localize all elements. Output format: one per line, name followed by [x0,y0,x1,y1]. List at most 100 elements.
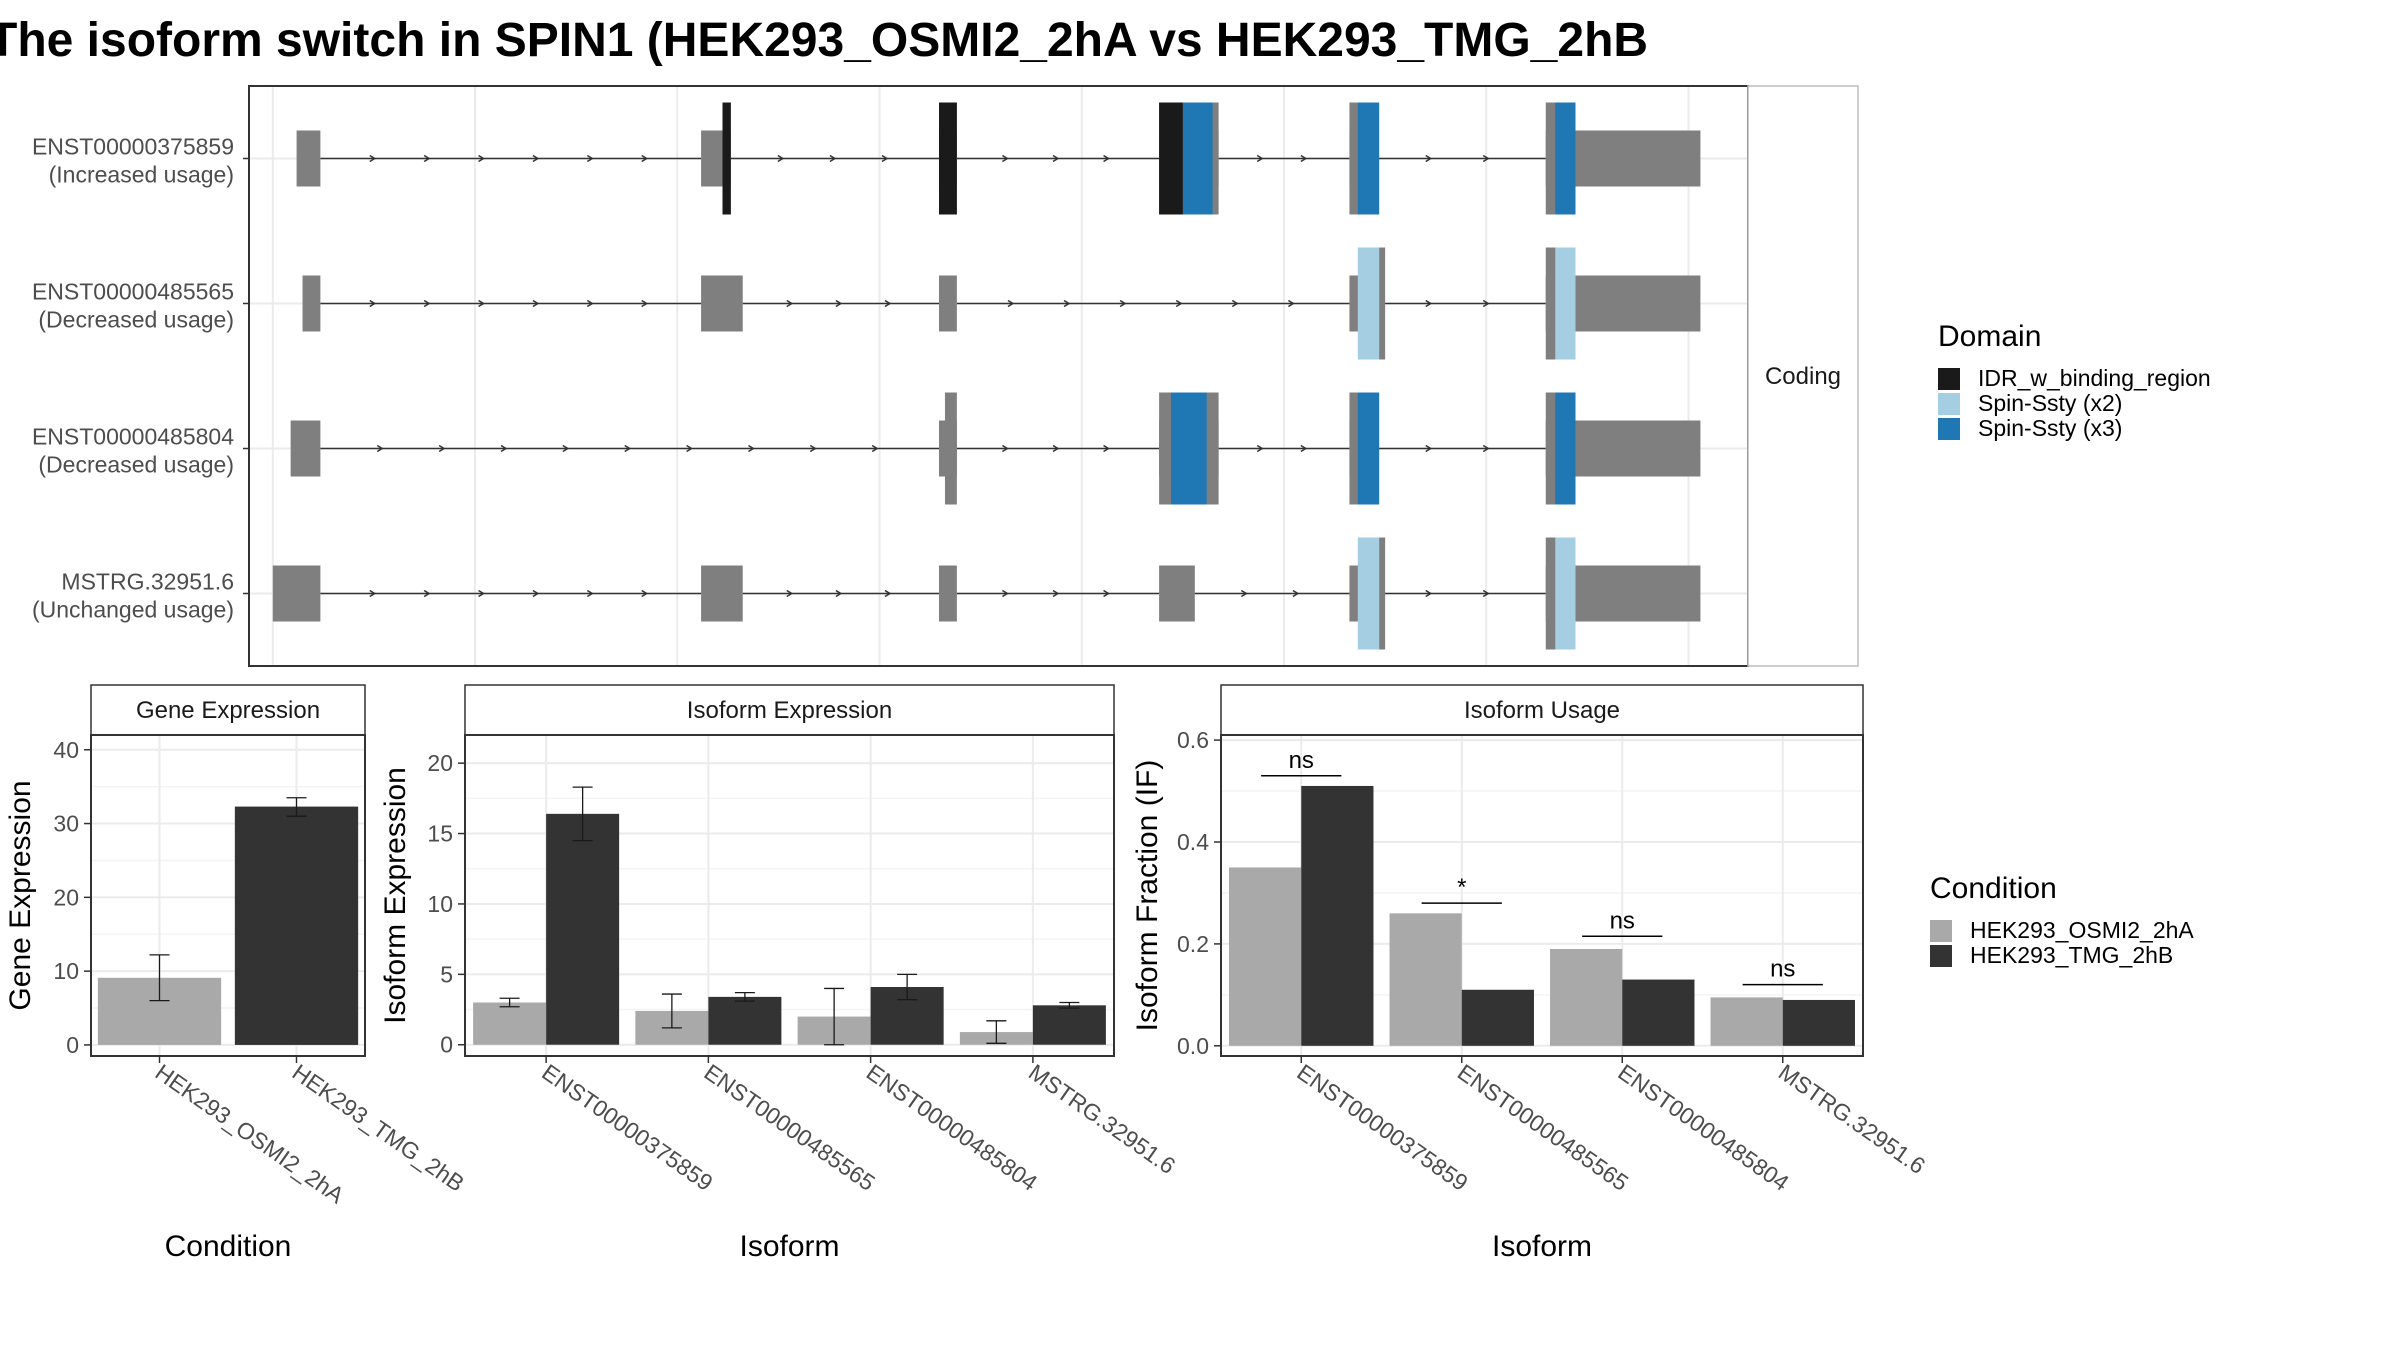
x-tick-label: ENST00000485565 [1453,1059,1633,1196]
panel-title: Isoform Expression [687,697,892,724]
intron-arrow [1063,299,1071,308]
y-axis-title: Isoform Fraction (IF) [1131,760,1164,1032]
intron-arrow [562,444,570,453]
legend-label: Spin-Ssty (x2) [1978,390,2122,416]
exon-block [302,275,321,332]
exon-block [939,275,957,332]
intron-arrow [1425,589,1433,598]
intron-arrow [1119,299,1127,308]
domain-block [1555,247,1576,360]
bar [1710,997,1783,1046]
domain-block [939,102,957,215]
x-axis-title: Isoform [1492,1230,1592,1263]
significance-label: ns [1289,747,1314,774]
exon-block [290,420,321,477]
intron-arrow [641,589,649,598]
domain-block [1159,102,1183,215]
isoform-id-label: ENST00000375859 [32,134,234,160]
panel-title: Isoform Usage [1464,697,1620,724]
intron-arrow [809,444,817,453]
intron-arrow [1482,154,1490,163]
bar [1550,949,1623,1046]
exon-block [1159,565,1195,622]
legend-swatch [1930,945,1952,967]
legend-swatch [1938,418,1960,440]
intron-arrow [369,154,377,163]
intron-arrow [641,154,649,163]
domain-block [1182,102,1213,215]
x-tick-label: ENST00000485804 [862,1059,1043,1196]
bar [1461,989,1534,1046]
y-tick-label: 20 [427,750,453,776]
y-tick-label: 0.2 [1177,931,1209,957]
intron-arrow [500,444,508,453]
panel-strip [90,684,366,736]
y-tick-label: 40 [53,737,79,763]
intron-arrow [1482,589,1490,598]
exon-block [701,565,743,622]
gene-expression-chart: Gene Expression010203040HEK293_OSMI2_2hA… [4,684,469,1263]
x-tick-label: ENST00000485804 [1613,1059,1794,1196]
bar [473,1002,547,1045]
y-tick-label: 0.0 [1177,1033,1209,1059]
intron-arrow [532,154,540,163]
intron-arrow [1002,589,1009,598]
legend-swatch [1938,368,1960,390]
isoform-usage-label: (Decreased usage) [38,452,234,478]
domain-block [1357,247,1380,360]
isoform-expression-chart: Isoform Expression 0 5 10 15 20 ENST0000037585… [379,684,1180,1263]
intron-arrow [1425,444,1433,453]
panel-border [1220,734,1864,1057]
intron-arrow [1007,299,1015,308]
x-axis-title: Condition [165,1230,292,1263]
bar [708,996,782,1045]
intron-arrow [1052,444,1060,453]
intron-arrow [777,154,785,163]
x-axis-title: Isoform [739,1230,839,1263]
significance-label: ns [1610,907,1635,934]
y-axis-title: Isoform Expression [379,767,412,1024]
y-tick-label: 10 [53,958,79,984]
bar [546,813,620,1045]
intron-arrow [586,154,594,163]
intron-arrow [1287,299,1295,308]
y-tick-label: 0.6 [1177,727,1209,753]
intron-arrow [1052,154,1060,163]
domain-block [1555,392,1576,505]
isoform-usage-label: (Increased usage) [49,162,234,188]
isoform-usage-chart: Isoform Usage 0.0 0.2 0.4 0.6 ns * ns ns ENST0000… [1131,684,1930,1263]
structure-plot-area [249,86,1748,666]
y-tick-label: 30 [53,811,79,837]
domain-block [722,102,731,215]
isoform-id-label: MSTRG.32951.6 [61,569,234,595]
intron-arrow [1002,154,1009,163]
bar [1229,867,1302,1046]
intron-arrow [835,589,843,598]
legend-swatch [1930,920,1952,942]
exon-block [272,565,321,622]
intron-arrow [1002,444,1009,453]
intron-arrow [1256,444,1264,453]
intron-arrow [1292,589,1300,598]
intron-arrow [1300,444,1308,453]
intron-arrow [748,444,755,453]
intron-arrow [376,444,384,453]
intron-arrow [1103,444,1111,453]
intron-arrow [1103,589,1111,598]
intron-arrow [624,444,632,453]
y-tick-label: 5 [440,961,453,987]
domain-block [1171,392,1207,505]
intron-arrow [829,154,837,163]
cds-block [944,392,957,505]
domain-block [1555,102,1576,215]
intron-arrow [1256,154,1264,163]
x-tick-label: ENST00000485565 [700,1059,880,1196]
intron-arrow [835,299,843,308]
bar [1782,999,1855,1046]
transcript-structure-panel: ENST00000375859(Increased usage) ENST0000… [32,85,1859,667]
intron-arrow [423,299,431,308]
domain-block [1555,537,1576,650]
y-axis-title: Gene Expression [4,780,37,1010]
